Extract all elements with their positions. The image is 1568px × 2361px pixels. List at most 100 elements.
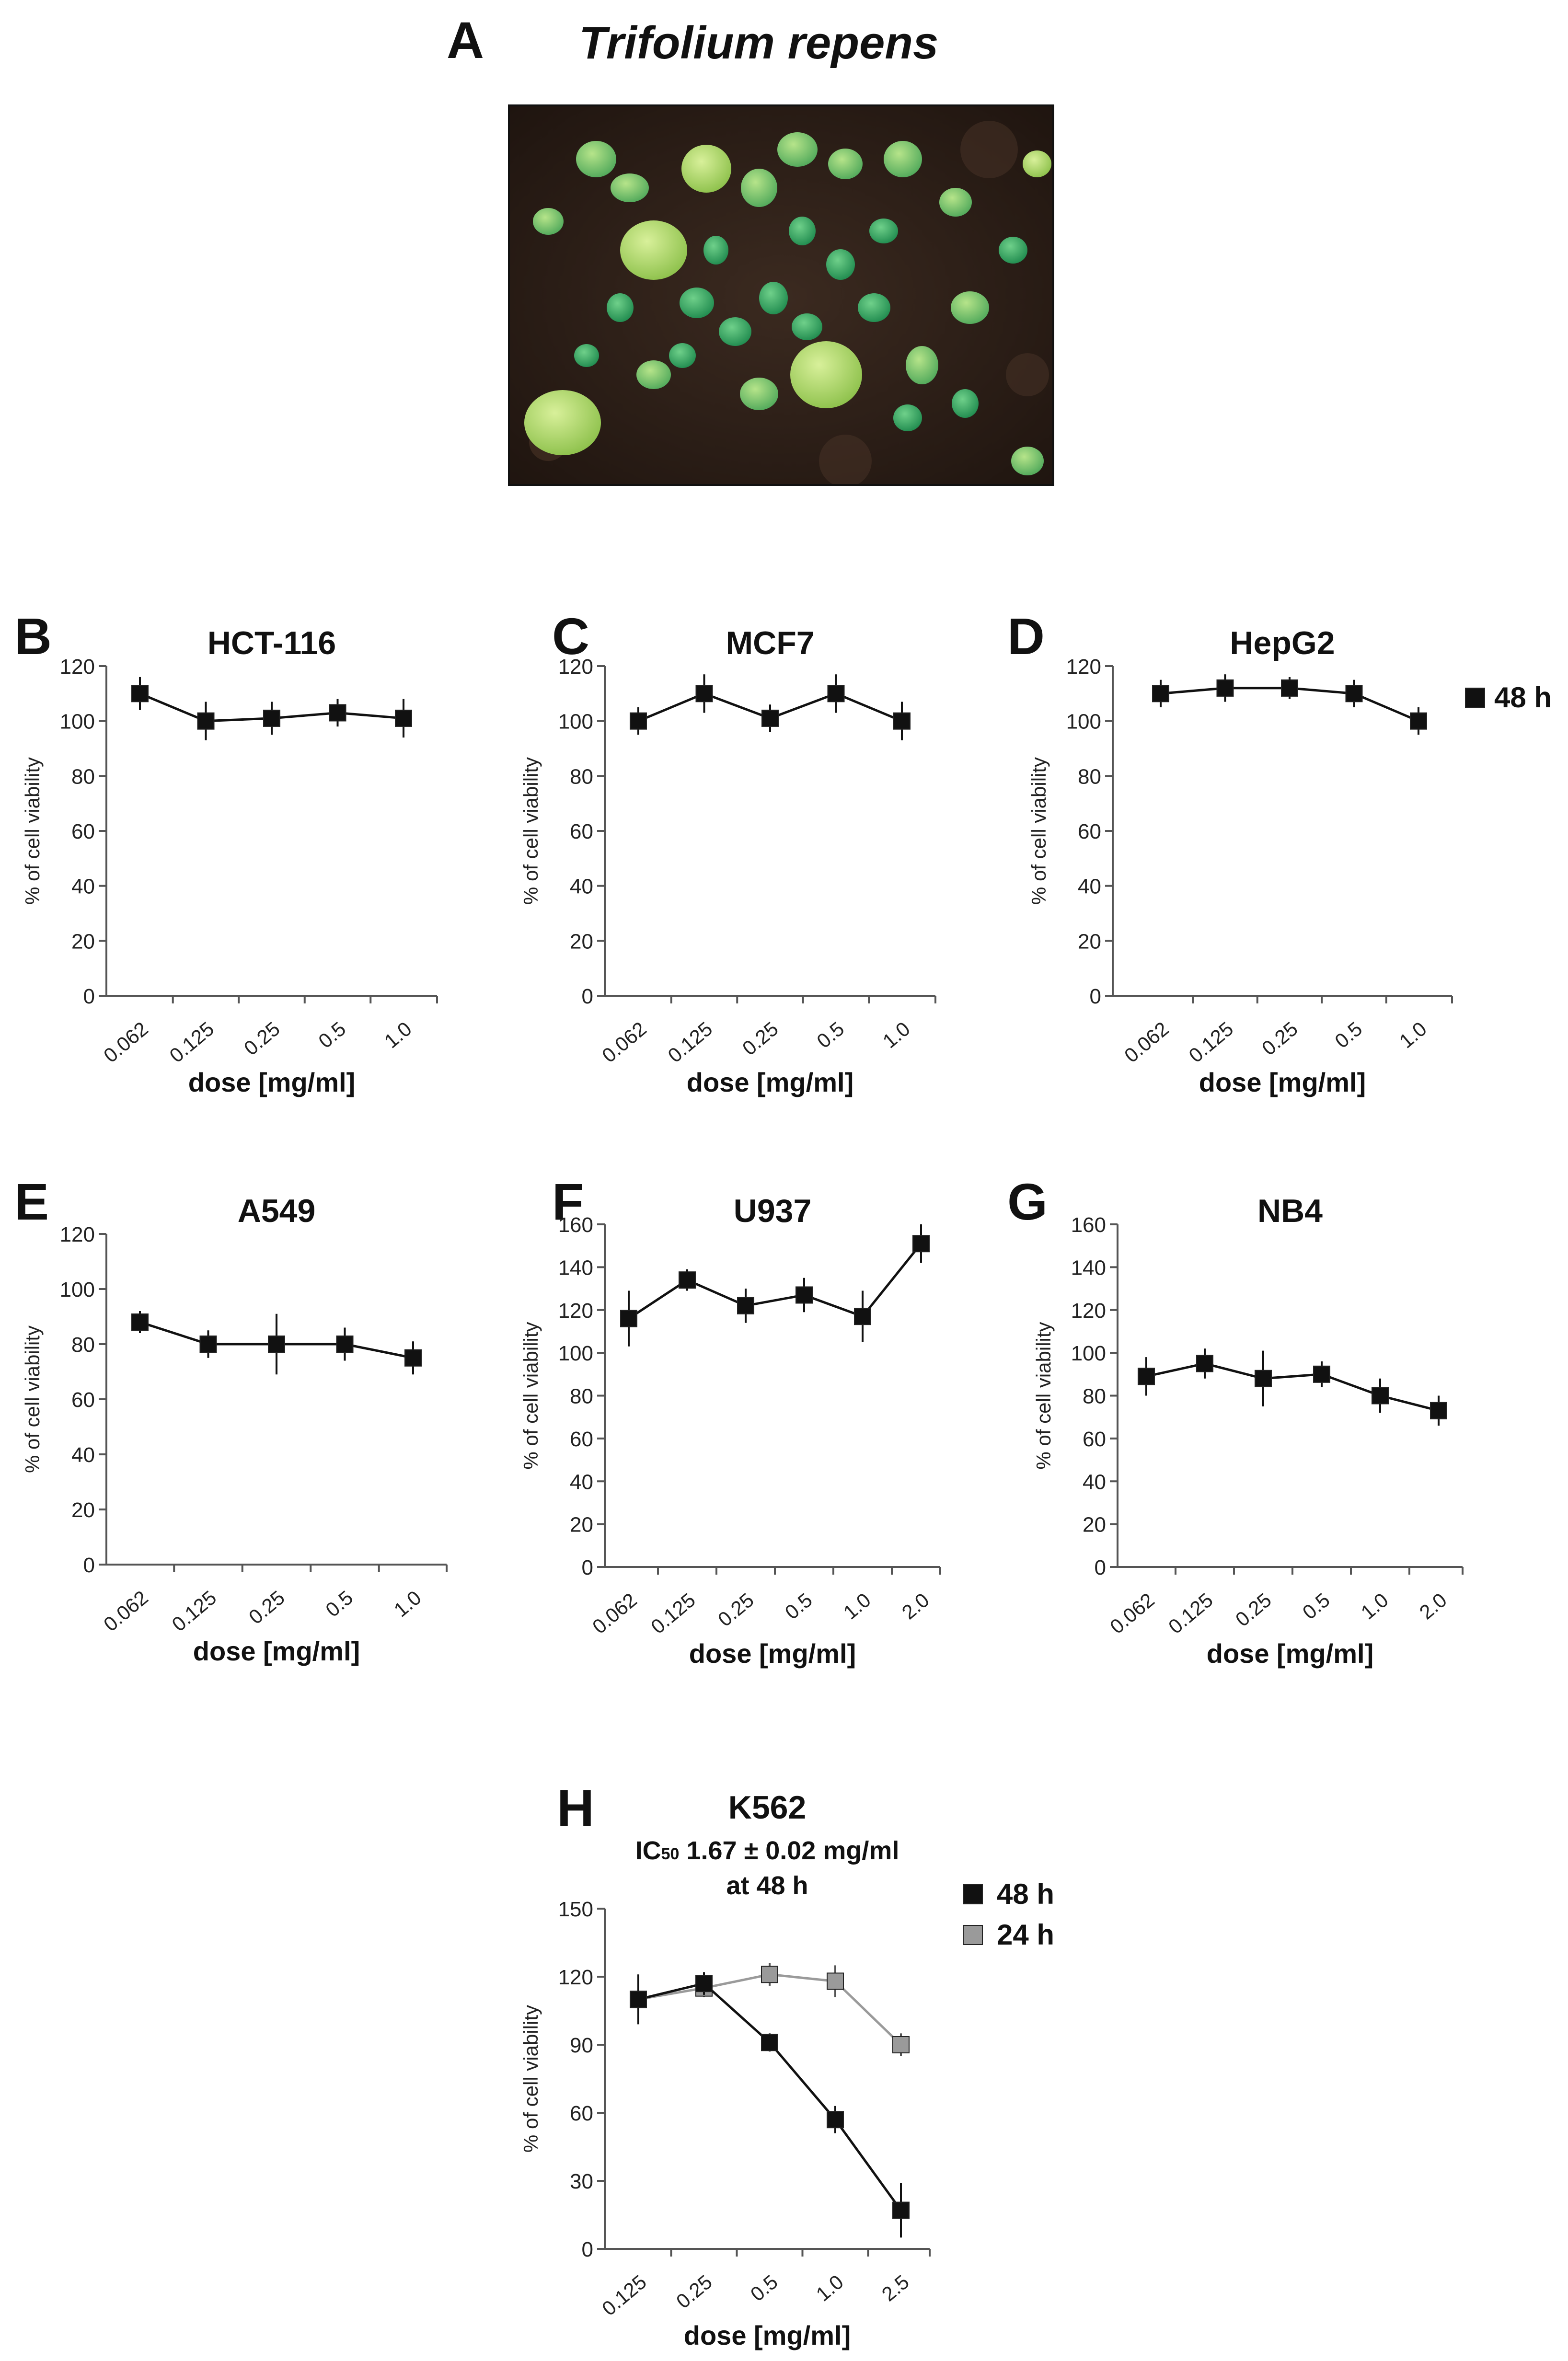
- y-tick-label-g: 100: [1071, 1342, 1106, 1365]
- series-line-g-48-h: [1146, 1362, 1439, 1412]
- y-tick-label-d: 80: [1078, 765, 1101, 788]
- y-axis-label-h: % of cell viability: [519, 2005, 542, 2153]
- y-tick-label-h: 90: [570, 2034, 593, 2057]
- data-point-d-48-h: [1216, 679, 1234, 697]
- x-tick-label-f: 0.062: [588, 1589, 641, 1638]
- data-point-f-48-h: [679, 1271, 696, 1289]
- x-tick-label-d: 0.062: [1120, 1017, 1173, 1067]
- y-tick-label-g: 160: [1071, 1213, 1106, 1237]
- data-point-g-48-h: [1372, 1387, 1389, 1405]
- legend-label-h: 48 h: [997, 1878, 1054, 1910]
- x-tick-label-g: 2.0: [1415, 1589, 1451, 1624]
- x-tick-label-b: 0.25: [240, 1017, 284, 1060]
- x-axis-label-e: dose [mg/ml]: [193, 1636, 360, 1666]
- y-tick-label-g: 140: [1071, 1256, 1106, 1279]
- y-tick-label-d: 0: [1090, 985, 1101, 1008]
- data-point-e-48-h: [336, 1336, 354, 1353]
- y-tick-label-d: 100: [1066, 710, 1101, 734]
- y-tick-label-g: 120: [1071, 1299, 1106, 1323]
- y-tick-label-f: 160: [558, 1213, 593, 1237]
- data-point-h-48-h: [892, 2201, 910, 2219]
- x-tick-label-c: 0.25: [738, 1017, 783, 1060]
- x-tick-label-g: 0.125: [1164, 1589, 1217, 1638]
- panel-letter-g: G: [1007, 1173, 1048, 1231]
- y-tick-label-c: 20: [570, 930, 593, 953]
- y-tick-label-h: 120: [558, 1966, 593, 1989]
- data-point-e-48-h: [268, 1336, 285, 1353]
- x-tick-label-e: 1.0: [390, 1586, 426, 1622]
- y-tick-label-f: 140: [558, 1256, 593, 1279]
- y-axis-label-e: % of cell viability: [21, 1325, 44, 1473]
- data-point-h-24-h: [827, 1972, 844, 1990]
- x-tick-label-d: 0.25: [1257, 1017, 1302, 1060]
- x-tick-label-d: 0.5: [1330, 1017, 1366, 1053]
- x-tick-label-b: 0.125: [165, 1017, 219, 1067]
- x-tick-label-f: 1.0: [839, 1589, 875, 1624]
- x-tick-label-b: 1.0: [380, 1017, 416, 1053]
- y-tick-label-e: 0: [83, 1554, 95, 1577]
- y-tick-label-e: 20: [71, 1498, 95, 1522]
- x-tick-label-f: 0.25: [714, 1589, 758, 1631]
- chart-d: D HepG2 0 20 40 60 80 100 120 0.062 0.125 0.25 0.5 1.…: [1007, 607, 1453, 1097]
- y-tick-label-e: 80: [71, 1333, 95, 1357]
- series-line-f-48-h: [628, 1243, 922, 1320]
- data-point-b-48-h: [131, 685, 149, 703]
- y-tick-label-e: 120: [60, 1223, 95, 1246]
- y-tick-label-e: 100: [60, 1278, 95, 1301]
- chart-title-g: NB4: [1257, 1193, 1323, 1229]
- y-tick-label-d: 60: [1078, 820, 1101, 843]
- x-tick-label-e: 0.25: [244, 1586, 289, 1629]
- data-point-c-48-h: [695, 685, 713, 703]
- data-point-c-48-h: [761, 709, 779, 727]
- x-tick-label-d: 0.125: [1185, 1017, 1238, 1067]
- x-tick-label-c: 0.125: [664, 1017, 717, 1067]
- y-tick-label-c: 120: [558, 655, 593, 679]
- y-tick-label-c: 60: [570, 820, 593, 843]
- y-tick-label-h: 0: [582, 2238, 593, 2261]
- chart-b: B HCT-116 0 20 40 60 80 100 120 0.062 0.125 0.25 0.5…: [14, 607, 438, 1097]
- x-tick-label-e: 0.5: [321, 1586, 357, 1622]
- data-point-g-48-h: [1313, 1365, 1330, 1383]
- y-tick-label-g: 80: [1083, 1385, 1106, 1408]
- x-axis-label-d: dose [mg/ml]: [1199, 1067, 1366, 1097]
- y-tick-label-f: 40: [570, 1470, 593, 1494]
- x-tick-label-c: 0.5: [812, 1017, 848, 1053]
- y-axis-label-g: % of cell viability: [1032, 1322, 1055, 1469]
- y-tick-label-g: 60: [1083, 1428, 1106, 1451]
- seedling-leaves: [524, 132, 1051, 475]
- y-tick-label-c: 100: [558, 710, 593, 734]
- x-tick-label-h: 0.25: [672, 2270, 716, 2313]
- data-point-f-48-h: [912, 1235, 930, 1253]
- chart-subtitle-h: IC50 1.67 ± 0.02 mg/ml: [635, 1836, 899, 1865]
- data-point-h-48-h: [695, 1975, 713, 1992]
- y-tick-label-b: 0: [83, 985, 95, 1008]
- y-axis-label-f: % of cell viability: [519, 1322, 542, 1469]
- chart-g: G NB4 0 20 40 60 80 100 120 140 160 0.062 0.125 0.25 0…: [1007, 1173, 1464, 1669]
- y-tick-label-b: 120: [60, 655, 95, 679]
- y-axis-label-d: % of cell viability: [1027, 757, 1050, 905]
- x-tick-label-h: 1.0: [812, 2270, 848, 2306]
- x-axis-label-h: dose [mg/ml]: [684, 2320, 851, 2350]
- panel-letter-c: C: [552, 607, 589, 665]
- y-tick-label-g: 0: [1095, 1556, 1106, 1579]
- data-point-c-48-h: [893, 712, 911, 730]
- y-tick-label-f: 60: [570, 1428, 593, 1451]
- x-tick-label-c: 0.062: [598, 1017, 651, 1067]
- x-tick-label-e: 0.062: [99, 1586, 152, 1636]
- data-point-h-24-h: [761, 1966, 778, 1983]
- y-tick-label-f: 100: [558, 1342, 593, 1365]
- x-tick-label-c: 1.0: [878, 1017, 914, 1053]
- data-point-d-48-h: [1152, 685, 1169, 703]
- legend-swatch-48h: [1465, 688, 1485, 708]
- data-point-d-48-h: [1345, 685, 1363, 703]
- legend-swatch-h: [963, 1884, 983, 1904]
- x-tick-label-f: 0.5: [781, 1589, 817, 1624]
- data-point-e-48-h: [131, 1313, 149, 1331]
- y-tick-label-c: 40: [570, 875, 593, 898]
- data-point-g-48-h: [1138, 1368, 1155, 1385]
- legend-swatch-h: [963, 1925, 983, 1945]
- x-tick-label-g: 1.0: [1357, 1589, 1393, 1624]
- photo-illustration: [510, 106, 1052, 484]
- x-tick-label-d: 1.0: [1395, 1017, 1431, 1053]
